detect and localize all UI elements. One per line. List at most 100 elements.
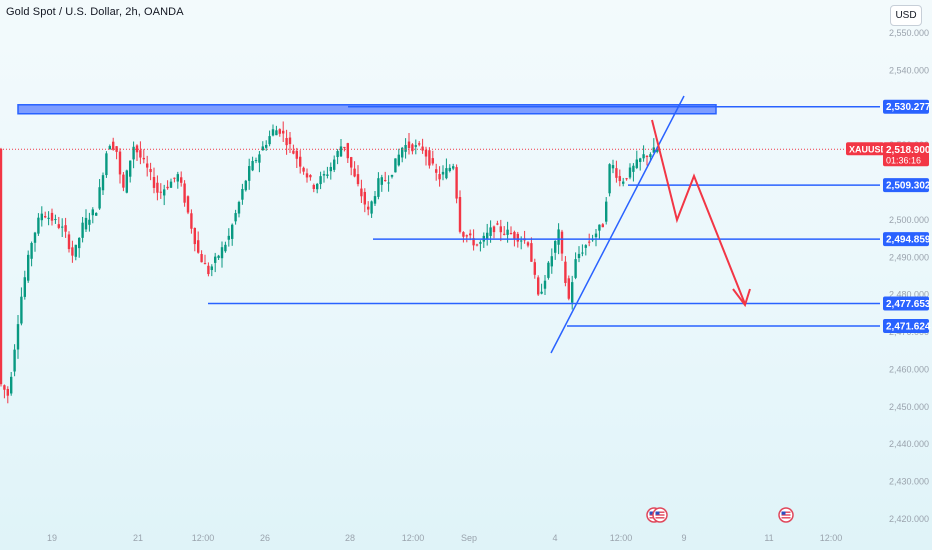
candle-body bbox=[132, 146, 135, 160]
price-tick-label: 2,550.000 bbox=[889, 28, 929, 38]
currency-button[interactable]: USD bbox=[890, 5, 922, 26]
candle bbox=[509, 226, 513, 235]
candle bbox=[503, 226, 506, 236]
candle-body bbox=[455, 167, 458, 199]
candle bbox=[0, 147, 3, 387]
candle-body bbox=[163, 189, 166, 196]
candle-body bbox=[479, 242, 482, 244]
level-price-label-text: 2,494.859 bbox=[886, 235, 931, 246]
candle bbox=[411, 143, 414, 155]
candle-body bbox=[210, 266, 213, 271]
candle-body bbox=[469, 233, 472, 236]
candle bbox=[200, 250, 203, 263]
time-axis[interactable]: 19 21 12:00 26 28 12:00 Sep 4 12:00 9 11 12:00 bbox=[47, 533, 842, 543]
candle-body bbox=[329, 166, 332, 172]
candle bbox=[367, 201, 370, 216]
candle-body bbox=[74, 244, 77, 257]
flag-stripe bbox=[655, 514, 665, 516]
candle-body bbox=[496, 223, 499, 225]
candle bbox=[193, 227, 196, 252]
level-price-label: 2,509.302 bbox=[883, 178, 931, 193]
candle-body bbox=[190, 213, 193, 229]
candle-body bbox=[513, 231, 516, 239]
candle-body bbox=[67, 234, 71, 250]
candle bbox=[98, 179, 101, 210]
level-price-label: 2,477.653 bbox=[883, 296, 931, 311]
candle bbox=[169, 178, 173, 188]
candle bbox=[220, 241, 224, 268]
candle-body bbox=[533, 262, 536, 275]
candle-body bbox=[152, 177, 156, 188]
trendline bbox=[550, 95, 685, 354]
price-tick-label: 2,450.000 bbox=[889, 402, 929, 412]
candle-body bbox=[241, 188, 244, 200]
candle-body bbox=[611, 165, 615, 169]
candle-body bbox=[227, 235, 230, 240]
candle-body bbox=[166, 186, 169, 189]
candle bbox=[101, 172, 105, 196]
candle bbox=[319, 171, 322, 190]
candle-body bbox=[84, 217, 88, 230]
candle bbox=[574, 252, 577, 280]
candle-body bbox=[57, 224, 60, 228]
candle bbox=[438, 166, 441, 187]
time-tick-label: 12:00 bbox=[402, 533, 425, 543]
candle bbox=[13, 344, 16, 377]
candle bbox=[30, 241, 33, 267]
candle-body bbox=[214, 256, 217, 263]
candle-body bbox=[401, 147, 404, 158]
candle bbox=[10, 371, 13, 396]
candle-body bbox=[377, 178, 380, 197]
candle bbox=[394, 158, 397, 173]
candle-body bbox=[176, 174, 179, 182]
candle bbox=[492, 225, 496, 239]
candle bbox=[343, 146, 346, 152]
candle bbox=[533, 258, 536, 279]
candle-body bbox=[186, 196, 190, 213]
candle bbox=[594, 228, 598, 247]
candle-body bbox=[54, 219, 57, 221]
candle-body bbox=[407, 141, 411, 148]
candle-body bbox=[574, 259, 577, 278]
candle bbox=[285, 129, 288, 155]
candle-body bbox=[146, 163, 149, 168]
candle-body bbox=[571, 282, 574, 303]
candle bbox=[67, 231, 71, 253]
candle-body bbox=[105, 153, 108, 176]
candle bbox=[125, 169, 128, 194]
candle-body bbox=[350, 157, 353, 168]
candle bbox=[628, 163, 632, 180]
candle-body bbox=[13, 349, 16, 372]
candle bbox=[105, 151, 108, 178]
candle bbox=[625, 177, 628, 181]
candle bbox=[54, 214, 57, 224]
candle bbox=[499, 219, 502, 242]
candle bbox=[40, 206, 43, 227]
candle bbox=[554, 240, 557, 260]
candle-body bbox=[472, 238, 475, 246]
candle-body bbox=[23, 277, 26, 297]
candle bbox=[360, 179, 363, 203]
candle-body bbox=[309, 175, 312, 178]
candle bbox=[622, 177, 625, 187]
level-price-label-text: 2,509.302 bbox=[886, 181, 931, 192]
candle bbox=[652, 138, 655, 153]
candle bbox=[282, 121, 285, 142]
candle-body bbox=[6, 388, 9, 396]
candle-body bbox=[16, 324, 20, 350]
candle bbox=[37, 213, 40, 236]
candle bbox=[598, 224, 601, 239]
candle-body bbox=[125, 170, 128, 193]
time-tick-label: Sep bbox=[461, 533, 477, 543]
candle-body bbox=[129, 160, 132, 177]
current-price-text: 2,518.900 bbox=[886, 145, 931, 156]
candle-body bbox=[135, 145, 139, 153]
symbol-name: XAUUSD bbox=[849, 144, 888, 154]
time-tick-label: 28 bbox=[345, 533, 355, 543]
candle bbox=[452, 163, 455, 171]
candle-body bbox=[564, 261, 567, 283]
time-tick-label: 12:00 bbox=[192, 533, 215, 543]
candle bbox=[88, 212, 91, 232]
level-price-label-bg bbox=[883, 296, 929, 311]
